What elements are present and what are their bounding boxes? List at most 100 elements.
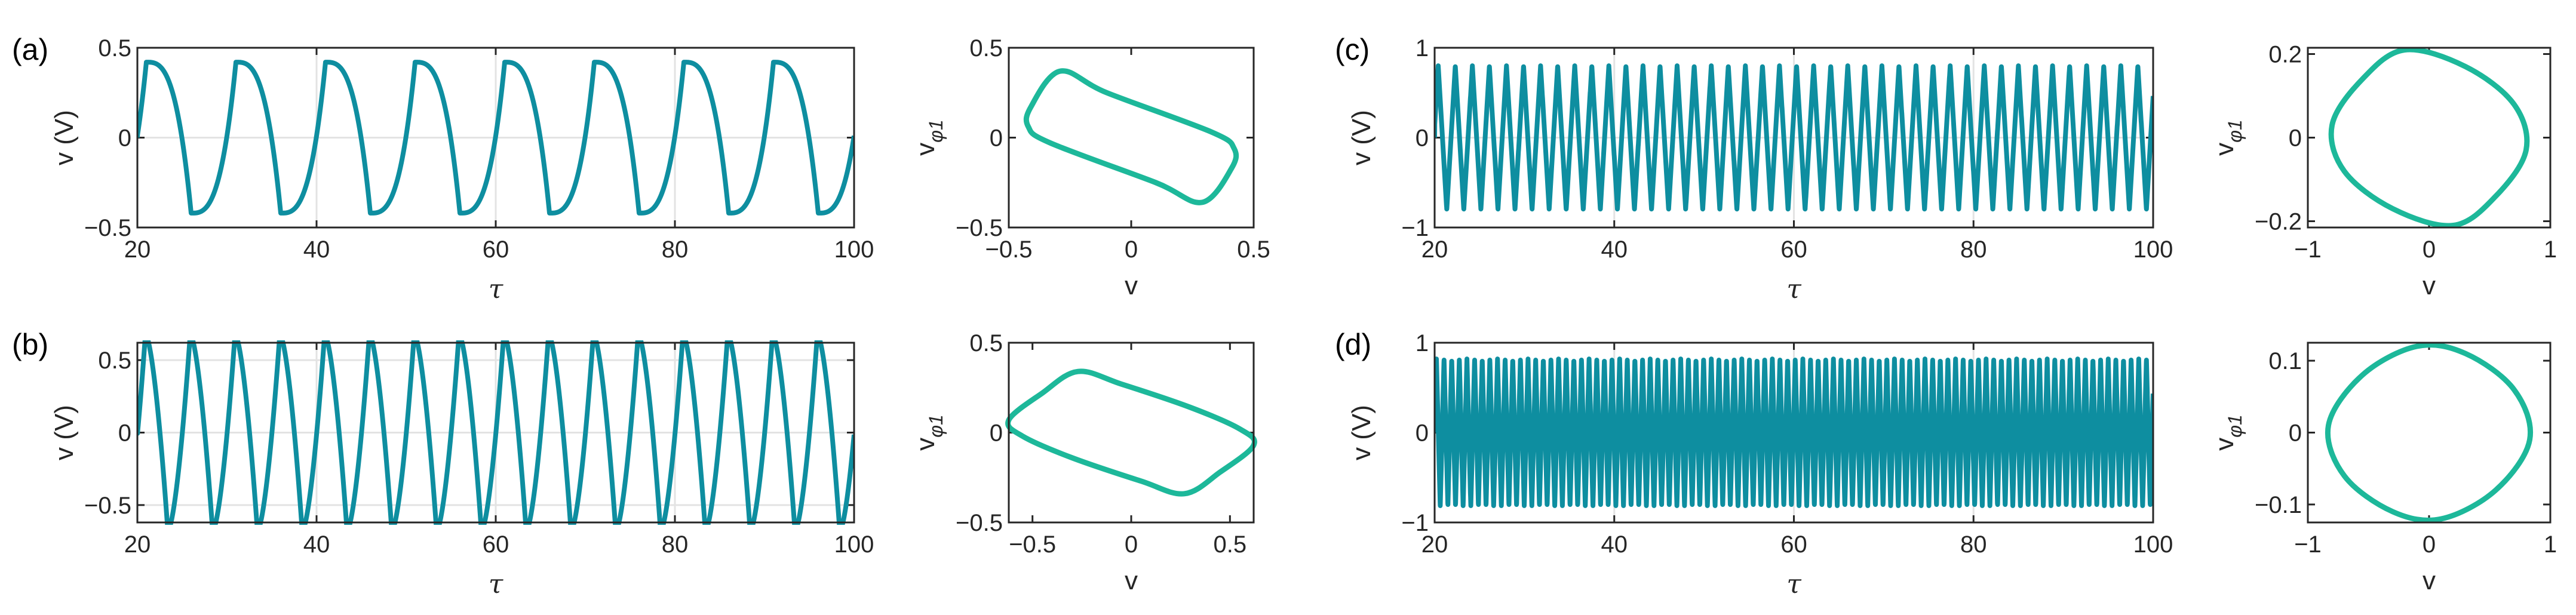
x-tick-label: 40: [1601, 236, 1628, 263]
time-series-plot: 20 40 60 80 100 0.5 0 −0.5 τ v (V): [50, 35, 874, 305]
x-tick-label: −0.5: [985, 236, 1033, 263]
x-axis-label: τ: [489, 569, 503, 599]
axes-box: [1008, 342, 1255, 524]
x-tick-label: 100: [2133, 236, 2173, 263]
x-tick-label: −0.5: [1009, 531, 1056, 558]
x-tick-label: −1: [2294, 531, 2322, 558]
y-tick-label: −0.5: [84, 215, 131, 241]
y-axis-label-main: v: [2210, 438, 2239, 451]
x-tick-label: 100: [834, 236, 874, 263]
panel-label: (c): [1335, 33, 1370, 66]
x-tick-label: 0: [2423, 236, 2436, 263]
x-tick-label: 0.5: [1237, 236, 1270, 263]
y-axis-label-subscript: φ1: [925, 119, 947, 143]
axes-box: [136, 342, 855, 524]
y-axis-label: v (V): [50, 405, 79, 460]
y-tick-label: 1: [1416, 35, 1429, 61]
x-tick-label: 60: [483, 236, 509, 263]
axes-box: [1433, 342, 2154, 524]
axes-box: [2307, 342, 2552, 524]
x-tick-label: 20: [124, 531, 151, 558]
x-tick-label: 80: [1960, 531, 1987, 558]
y-tick-label: 0: [118, 420, 131, 447]
y-tick-label: 0.2: [2268, 42, 2302, 68]
y-axis-label: vφ1: [2210, 414, 2246, 451]
panel-label: (a): [12, 33, 48, 66]
panel-b: (b) 20 40 60 80 100 0.5 0 −0.5 τ v (V) −0.5 0 0.5 0.5 0…: [12, 328, 1257, 599]
phase-loop-line: [1023, 68, 1239, 205]
x-tick-label: 0: [1125, 531, 1138, 558]
y-tick-label: 0: [1416, 420, 1429, 447]
x-axis-label: v: [1125, 566, 1138, 595]
x-axis-label: τ: [1786, 569, 1801, 599]
time-series-plot: 20 40 60 80 100 1 0 −1 τ v (V): [1347, 35, 2173, 305]
y-axis-label: vφ1: [911, 414, 947, 451]
x-axis-label: v: [2423, 566, 2436, 595]
x-tick-label: 100: [2133, 531, 2173, 558]
x-tick-label: 0: [1125, 236, 1138, 263]
y-axis-label-main: v: [911, 438, 940, 451]
y-tick-label: 0: [1416, 125, 1429, 152]
phase-loop-line: [2328, 47, 2530, 229]
y-tick-label: 0.5: [969, 330, 1003, 356]
y-tick-label: −0.5: [84, 493, 131, 519]
x-tick-label: 40: [303, 531, 330, 558]
x-tick-label: 80: [662, 236, 689, 263]
x-tick-label: 60: [1780, 236, 1807, 263]
x-tick-label: 40: [1601, 531, 1628, 558]
y-tick-label: 0.1: [2268, 348, 2302, 374]
y-axis-label: v (V): [1347, 405, 1376, 460]
time-series-plot: 20 40 60 80 100 1 0 −1 τ v (V): [1347, 330, 2173, 599]
x-tick-label: 0: [2423, 531, 2436, 558]
y-axis-label: v (V): [1347, 110, 1376, 165]
y-tick-label: −0.2: [2255, 209, 2302, 235]
y-axis-label-subscript: φ1: [925, 414, 947, 438]
y-tick-label: −0.5: [956, 215, 1003, 241]
x-tick-label: 20: [124, 236, 151, 263]
y-axis-label: vφ1: [911, 119, 947, 156]
y-tick-label: 0: [990, 125, 1003, 152]
y-tick-label: 0.5: [969, 35, 1003, 61]
x-tick-label: 20: [1421, 236, 1448, 263]
voltage-series-line: [137, 60, 854, 216]
y-tick-label: −0.1: [2255, 492, 2302, 518]
y-tick-label: −1: [1401, 215, 1429, 241]
y-tick-label: 0.5: [98, 35, 131, 61]
panel-a: (a) 20 40 60 80 100 0.5 0 −0.5 τ v (V) −0.5 0 0.5 0.5 0…: [12, 33, 1270, 305]
panel-label: (b): [12, 328, 48, 361]
voltage-series-line: [1435, 63, 2153, 212]
x-tick-label: 20: [1421, 531, 1448, 558]
x-axis-label: τ: [1786, 274, 1801, 305]
x-tick-label: 80: [1960, 236, 1987, 263]
panel-label: (d): [1335, 328, 1371, 361]
axes-box: [2307, 47, 2552, 229]
x-tick-label: 0.5: [1214, 531, 1247, 558]
phase-loop-line: [2325, 342, 2533, 523]
x-tick-label: 60: [1780, 531, 1807, 558]
time-series-plot: 20 40 60 80 100 0.5 0 −0.5 τ v (V): [50, 340, 874, 599]
y-tick-label: −1: [1401, 510, 1429, 536]
axes-box: [1008, 47, 1255, 229]
x-axis-label: τ: [489, 274, 503, 305]
axes-box: [136, 47, 855, 229]
y-axis-label: v (V): [50, 110, 79, 165]
x-axis-label: v: [1125, 271, 1138, 300]
y-tick-label: 0: [990, 420, 1003, 447]
y-tick-label: 0: [2289, 125, 2302, 152]
x-axis-label: v: [2423, 271, 2436, 300]
x-tick-label: 40: [303, 236, 330, 263]
y-tick-label: −0.5: [956, 510, 1003, 536]
x-tick-label: 60: [483, 531, 509, 558]
y-axis-label-subscript: φ1: [2224, 119, 2246, 143]
y-axis-label-main: v: [2210, 143, 2239, 156]
y-axis-label: vφ1: [2210, 119, 2246, 156]
x-tick-label: 80: [662, 531, 689, 558]
y-axis-label-subscript: φ1: [2224, 414, 2246, 438]
y-axis-label-main: v: [911, 143, 940, 156]
